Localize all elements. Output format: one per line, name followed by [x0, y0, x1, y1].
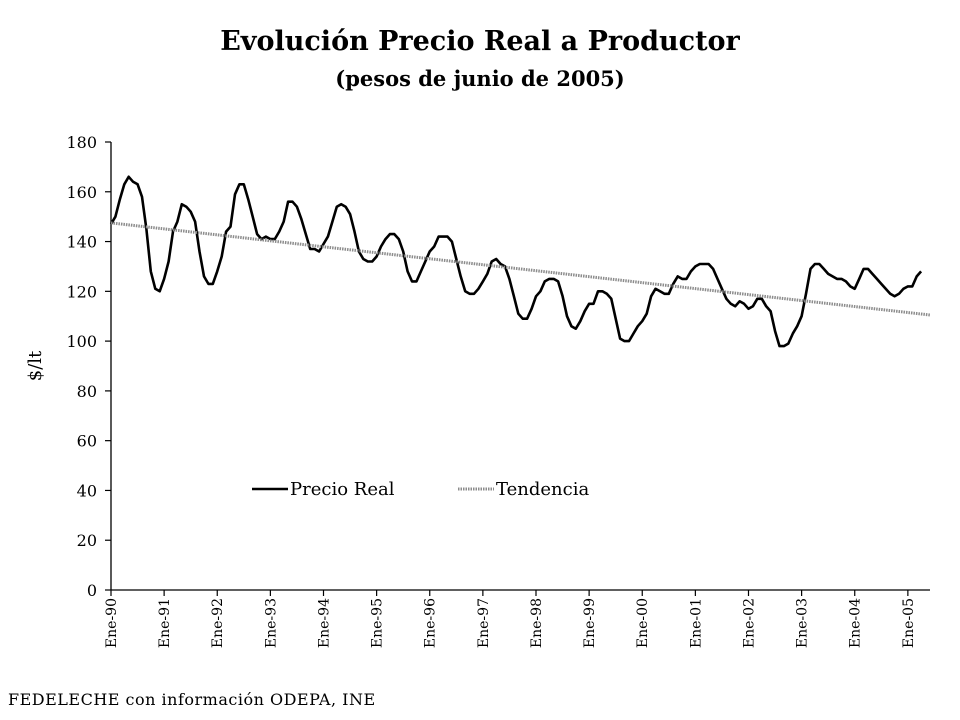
- source-note: FEDELECHE con información ODEPA, INE: [8, 690, 376, 709]
- y-tick-label: 60: [77, 432, 97, 451]
- x-tick-label: Ene-03: [795, 598, 811, 648]
- chart-subtitle: (pesos de junio de 2005): [335, 66, 625, 91]
- x-tick-label: Ene-90: [104, 598, 120, 648]
- series-line-tendencia: [110, 221, 931, 317]
- y-tick-label: 120: [66, 282, 97, 301]
- legend: Precio Real Tendencia: [252, 479, 589, 500]
- chart-title: Evolución Precio Real a Productor: [220, 26, 740, 57]
- x-tick-label: Ene-98: [529, 598, 545, 648]
- x-tick-label: Ene-96: [423, 598, 439, 648]
- y-tick-label: 180: [66, 133, 97, 152]
- y-tick-label: 20: [77, 531, 97, 550]
- legend-tendencia-label: Tendencia: [496, 479, 589, 500]
- y-tick-label: 40: [77, 481, 97, 500]
- axes: 0 20 40 60 80 100 120 140 160 180 Ene-90 Ene-91 Ene-…: [66, 133, 930, 648]
- x-tick-label: Ene-99: [582, 598, 598, 648]
- legend-precio-real-label: Precio Real: [290, 479, 395, 500]
- y-tick-label: 100: [66, 332, 97, 351]
- x-tick-label: Ene-94: [316, 598, 332, 648]
- x-tick-label: Ene-91: [157, 598, 173, 648]
- y-tick-label: 140: [66, 233, 97, 252]
- x-tick-label: Ene-02: [741, 598, 757, 648]
- y-tick-label: 80: [77, 382, 97, 401]
- x-tick-label: Ene-05: [901, 598, 917, 648]
- y-tick-label: 160: [66, 183, 97, 202]
- x-tick-label: Ene-93: [263, 598, 279, 648]
- x-tick-label: Ene-95: [370, 598, 386, 648]
- x-tick-label: Ene-00: [635, 598, 651, 648]
- y-axis-label: $/lt: [25, 350, 46, 381]
- x-tick-label: Ene-92: [210, 598, 226, 648]
- y-tick-label: 0: [87, 581, 97, 600]
- x-tick-label: Ene-97: [476, 598, 492, 648]
- x-tick-label: Ene-04: [848, 598, 864, 648]
- series-layer: [109, 175, 931, 348]
- series-line-precio-real: [109, 175, 923, 348]
- x-tick-label: Ene-01: [688, 598, 704, 648]
